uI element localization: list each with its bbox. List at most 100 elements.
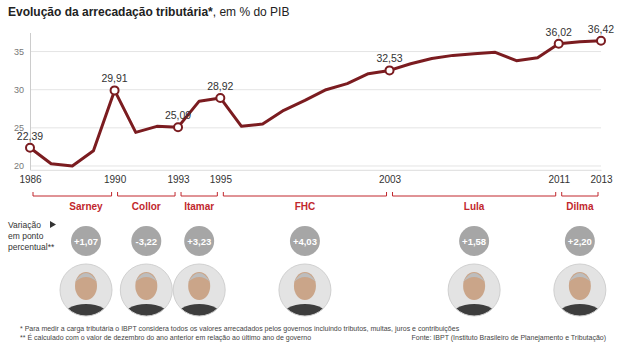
photo-hair — [463, 273, 485, 282]
x-tick: 1993 — [167, 170, 190, 185]
x-tick-label: 1995 — [210, 174, 233, 185]
marks — [26, 37, 605, 166]
photo — [59, 263, 127, 332]
x-tick-label: 2013 — [590, 174, 613, 185]
y-tick: 30 — [14, 85, 30, 95]
photo-head — [75, 272, 97, 300]
change-label: +2,20 — [568, 236, 592, 247]
government-name: FHC — [295, 201, 316, 212]
government-bracket — [562, 192, 598, 196]
footnotes: * Para medir a carga tributária o IBPT c… — [20, 325, 606, 342]
x-tick-label: 2003 — [379, 174, 402, 185]
data-label: 22,39 — [17, 130, 43, 142]
change-label: +1,58 — [462, 236, 486, 247]
data-label: 29,91 — [101, 72, 127, 84]
photo — [447, 263, 515, 332]
government-bracket — [223, 192, 386, 196]
photo-hair — [294, 273, 316, 282]
data-label: 32,53 — [376, 52, 402, 64]
change-label: -3,22 — [135, 236, 157, 247]
x-tick-label: 1986 — [19, 174, 42, 185]
point — [26, 144, 34, 152]
x-tick: 2013 — [590, 170, 613, 185]
photo-frame — [120, 264, 172, 316]
change-title-line: Variação — [8, 220, 41, 230]
government-bracket — [33, 192, 112, 196]
change-label: +3,23 — [187, 236, 211, 247]
subtitle: , em % do PIB — [213, 5, 290, 19]
x-axis-line — [31, 170, 602, 171]
x-tick: 1995 — [210, 170, 233, 185]
x-tick: 1986 — [19, 170, 42, 185]
government-name: Itamar — [184, 201, 214, 212]
photo-hair — [75, 273, 97, 282]
change-title-line: em ponto — [8, 231, 44, 241]
photo — [553, 263, 621, 332]
x-tick: 2011 — [548, 170, 570, 185]
grid-line — [30, 165, 601, 166]
y-tick: 35 — [14, 47, 30, 57]
change-badge — [290, 226, 320, 256]
y-tick: 20 — [14, 161, 30, 171]
photo-hair — [135, 273, 157, 282]
footnote: * Para medir a carga tributária o IBPT c… — [20, 325, 460, 333]
data-label: 28,92 — [207, 80, 233, 92]
photo-head — [135, 272, 157, 300]
x-tick-label: 1990 — [104, 174, 127, 185]
point — [174, 123, 182, 131]
data-label: 36,02 — [546, 26, 572, 38]
title-main: Evolução da arrecadação tributária* — [8, 5, 213, 19]
government-bracket — [181, 192, 217, 196]
data-label: 25,09 — [165, 109, 191, 121]
change-arrow — [50, 221, 56, 228]
government-name: Collor — [132, 201, 161, 212]
photo-shoulders — [556, 304, 604, 332]
x-tick: 1990 — [104, 170, 127, 185]
chart-svg: Evolução da arrecadação tributária*, em … — [0, 0, 626, 352]
government-name: Sarney — [69, 201, 103, 212]
x-tick-label: 1993 — [167, 174, 190, 185]
photo-frame — [554, 264, 606, 316]
change-label: +1,07 — [74, 236, 98, 247]
x-tick: 2003 — [379, 170, 402, 185]
data-labels: 22,39 29,91 25,09 28,92 32,53 36,02 36,42 — [17, 23, 614, 142]
governments: Sarney +1,07 Collor -3,22 Itamar +3,23 FHC +4,0… — [33, 192, 621, 332]
photo-frame — [173, 264, 225, 316]
point — [386, 66, 394, 74]
photo-hair — [188, 273, 210, 282]
photo-frame — [448, 264, 500, 316]
photo-head — [294, 272, 316, 300]
line — [30, 41, 601, 166]
photo — [172, 263, 240, 332]
grid-line — [30, 127, 601, 128]
government-bracket — [393, 192, 556, 196]
point — [597, 37, 605, 45]
y-tick-label: 30 — [14, 85, 24, 95]
photo-head — [569, 272, 591, 300]
photo-frame — [60, 264, 112, 316]
source: Fonte: IBPT (Instituto Brasileiro de Pla… — [412, 334, 606, 342]
photo-spacer — [513, 330, 515, 332]
y-tick-label: 20 — [14, 161, 24, 171]
x-axis: 1986 1990 1993 1995 2003 2011 2013 — [19, 170, 613, 185]
change-label: +4,03 — [293, 236, 317, 247]
point — [111, 86, 119, 94]
grid-line — [30, 51, 601, 52]
government-bracket — [118, 192, 175, 196]
footnote: ** É calculado com o valor de dezembro d… — [20, 333, 311, 342]
data-label: 36,42 — [588, 23, 614, 35]
x-tick-label: 2011 — [548, 174, 570, 185]
photo-head — [188, 272, 210, 300]
photo-spacer — [619, 330, 621, 332]
point — [216, 94, 224, 102]
change-badge — [131, 226, 161, 256]
title: Evolução da arrecadação tributária*, em … — [8, 5, 289, 19]
photo — [278, 263, 346, 332]
change-badge — [184, 226, 214, 256]
change-title-line: percentual** — [8, 242, 55, 252]
change-title: Variaçãoem pontopercentual** — [8, 220, 56, 252]
government-name: Lula — [464, 201, 485, 212]
photo-frame — [279, 264, 331, 316]
photo-hair — [569, 273, 591, 282]
change-badge — [565, 226, 595, 256]
